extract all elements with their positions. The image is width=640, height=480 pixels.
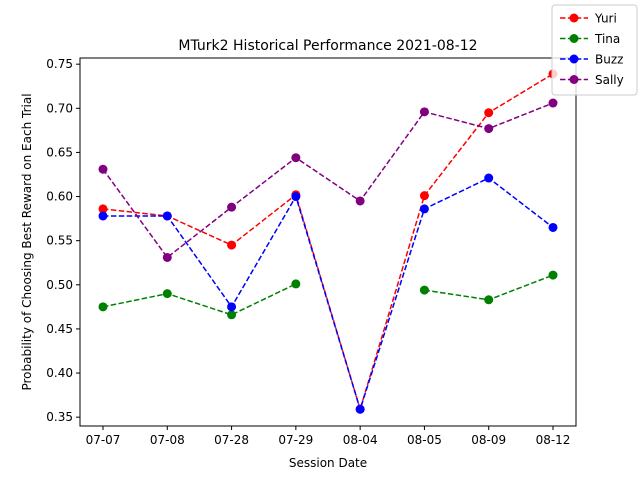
data-point-sally: [162, 252, 172, 262]
series-tina: [98, 270, 558, 320]
data-point-yuri: [419, 191, 429, 201]
data-point-buzz: [419, 204, 429, 214]
legend-marker: [569, 13, 579, 23]
data-point-sally: [227, 202, 237, 212]
plot-area: [98, 69, 558, 414]
data-point-sally: [291, 153, 301, 163]
y-tick-label: 0.65: [46, 145, 73, 159]
series-line-buzz: [103, 177, 554, 412]
legend-item-yuri: Yuri: [560, 12, 617, 26]
y-tick-label: 0.40: [46, 366, 73, 380]
plot-frame: [79, 57, 577, 427]
legend-item-buzz: Buzz: [560, 53, 623, 67]
x-tick-label: 08-09: [471, 433, 506, 447]
data-point-tina: [484, 295, 494, 305]
data-point-tina: [291, 279, 301, 289]
data-point-sally: [484, 124, 494, 134]
axes: 07-07 07-08 07-28 07-29 08-04 08-05 08-09 08-12…: [46, 57, 570, 447]
y-tick-label: 0.50: [46, 278, 73, 292]
data-point-sally: [419, 107, 429, 117]
x-tick-label: 07-28: [214, 433, 249, 447]
y-tick-label: 0.75: [46, 57, 73, 71]
legend-marker: [569, 75, 579, 84]
y-tick-label: 0.70: [46, 101, 73, 115]
series-yuri: [98, 69, 558, 414]
data-point-tina: [548, 270, 558, 280]
x-tick-label: 08-12: [536, 433, 571, 447]
data-point-buzz: [484, 173, 494, 183]
data-point-yuri: [484, 108, 494, 118]
data-point-tina: [98, 302, 108, 312]
y-tick-label: 0.45: [46, 322, 73, 336]
series-line-sally: [102, 102, 554, 259]
series-line-yuri: [102, 73, 554, 412]
data-point-tina: [419, 285, 429, 295]
chart-title: MTurk2 Historical Performance 2021-08-12: [178, 38, 477, 54]
legend: Yuri Tina Buzz Sally: [551, 4, 638, 96]
data-point-buzz: [355, 404, 365, 414]
series-sally: [98, 98, 558, 262]
x-tick-label: 08-05: [407, 433, 442, 447]
x-tick-label: 07-07: [86, 433, 121, 447]
legend-item-tina: Tina: [560, 32, 620, 46]
y-tick-label: 0.60: [46, 190, 73, 204]
legend-marker: [569, 34, 579, 43]
y-tick-label: 0.55: [46, 234, 73, 248]
data-point-tina: [227, 310, 237, 320]
legend-label: Tina: [594, 32, 620, 46]
series-line-tina: [102, 283, 297, 316]
data-point-sally: [355, 196, 365, 206]
legend-label: Yuri: [594, 12, 617, 26]
legend-box: [551, 4, 638, 96]
data-point-buzz: [291, 192, 301, 202]
data-point-yuri: [98, 204, 108, 214]
data-point-buzz: [548, 222, 558, 232]
x-tick-label: 08-04: [343, 433, 378, 447]
x-tick-label: 07-29: [278, 433, 313, 447]
data-point-buzz: [227, 302, 237, 312]
legend-marker: [569, 54, 579, 64]
data-point-buzz: [98, 211, 108, 221]
legend-label: Sally: [595, 73, 624, 87]
y-axis-label: Probability of Choosing Best Reward on E…: [20, 93, 34, 390]
x-tick-label: 07-08: [150, 433, 185, 447]
data-point-sally: [98, 164, 108, 174]
legend-label: Buzz: [595, 53, 623, 67]
data-point-buzz: [162, 211, 172, 221]
data-point-yuri: [227, 240, 237, 250]
y-tick-label: 0.35: [46, 410, 73, 424]
data-point-sally: [548, 98, 558, 108]
data-point-tina: [162, 289, 172, 299]
legend-item-sally: Sally: [560, 73, 624, 87]
series-buzz: [98, 173, 558, 414]
x-axis-label: Session Date: [289, 456, 367, 470]
